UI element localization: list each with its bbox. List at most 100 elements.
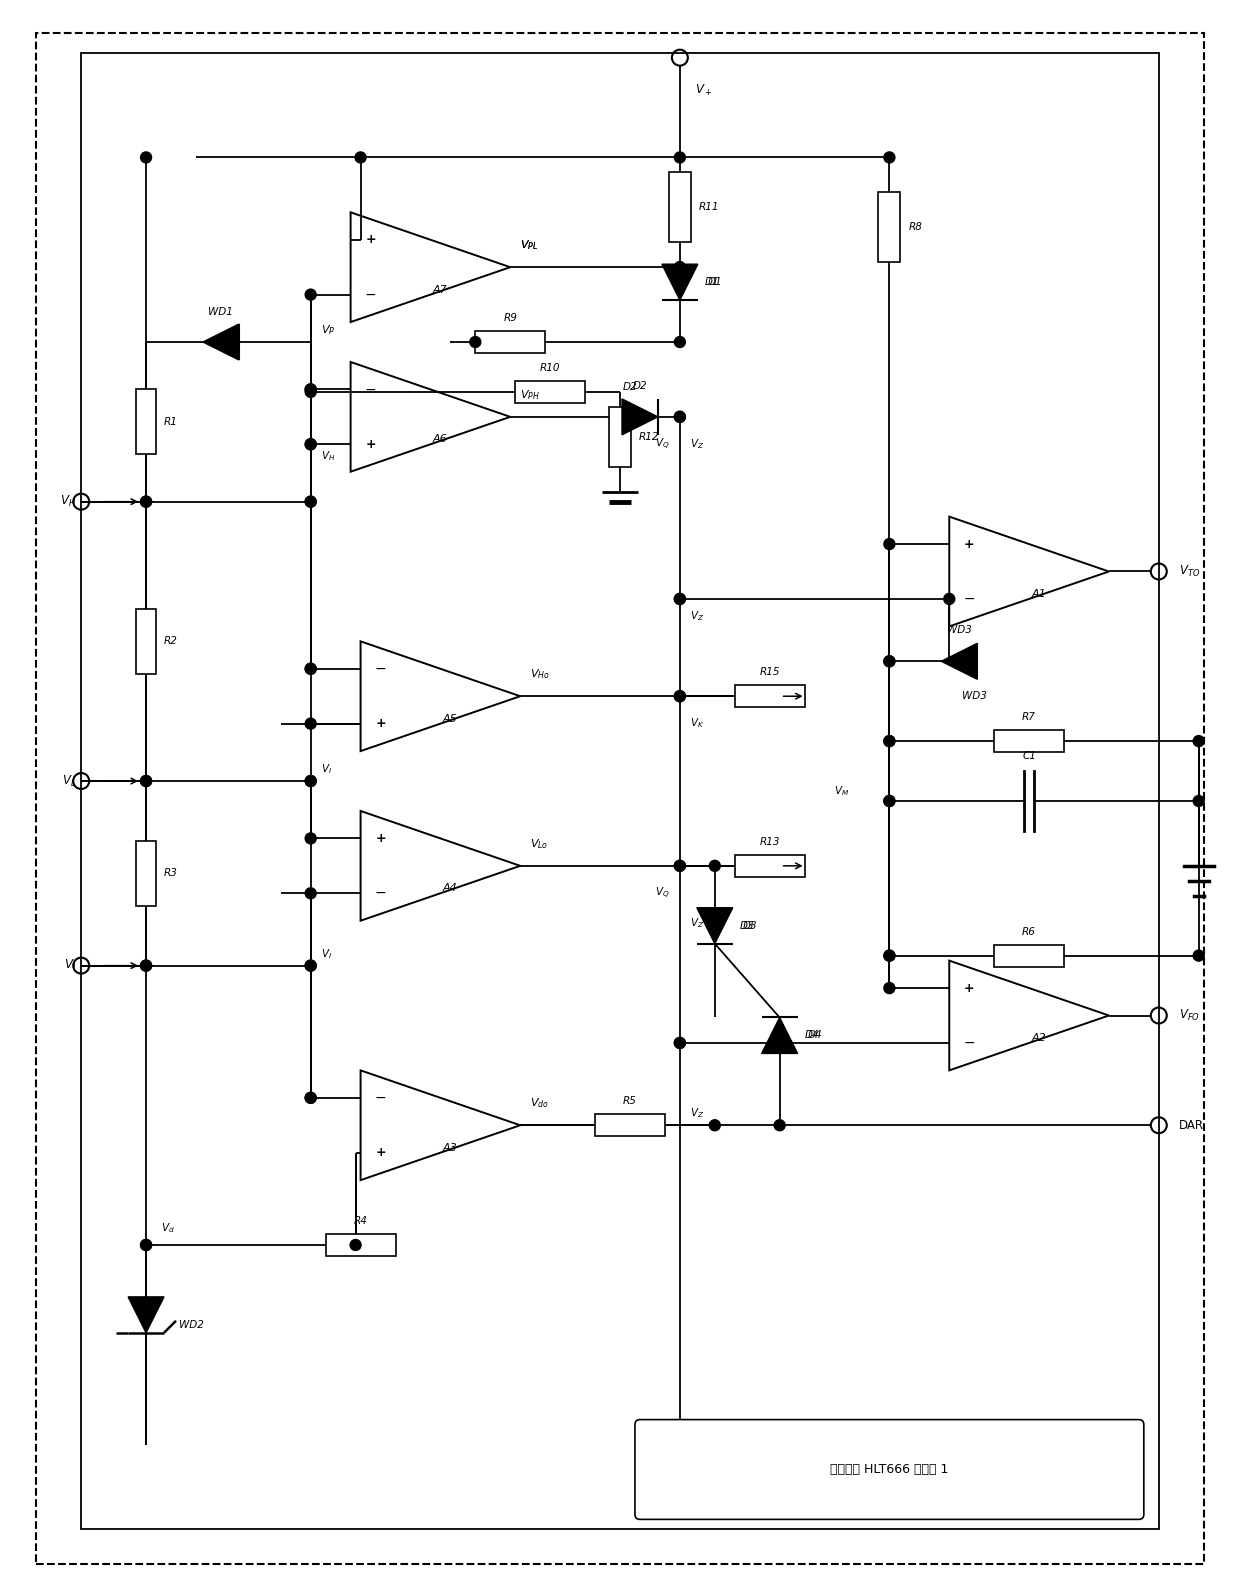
Bar (609, 408, 631, 466)
Text: $V_+$: $V_+$ (694, 82, 713, 98)
Circle shape (305, 496, 316, 508)
Circle shape (305, 1093, 316, 1104)
Text: $V_I$: $V_I$ (64, 958, 76, 974)
Circle shape (1193, 796, 1204, 806)
Text: $V_{Lo}$: $V_{Lo}$ (531, 837, 548, 850)
Text: A6: A6 (433, 435, 448, 444)
Text: $V_Z$: $V_Z$ (689, 436, 704, 450)
Text: R2: R2 (164, 636, 177, 647)
Text: $V_K$: $V_K$ (689, 717, 704, 730)
Text: WD3: WD3 (962, 691, 987, 701)
Text: $V_{PH}$: $V_{PH}$ (521, 389, 541, 401)
Circle shape (884, 950, 895, 961)
Text: +: + (963, 982, 975, 994)
Circle shape (675, 1037, 686, 1048)
Polygon shape (622, 400, 658, 435)
Circle shape (470, 336, 481, 347)
Text: D3: D3 (743, 921, 758, 931)
Text: $V_P$: $V_P$ (321, 324, 335, 336)
Circle shape (675, 152, 686, 163)
Circle shape (774, 1120, 785, 1131)
Text: −: − (963, 1036, 975, 1050)
Text: +: + (366, 438, 376, 450)
Circle shape (884, 655, 895, 666)
Circle shape (140, 496, 151, 508)
Circle shape (675, 593, 686, 604)
Text: $V_{TO}$: $V_{TO}$ (1179, 565, 1200, 579)
Text: −: − (374, 887, 387, 901)
Circle shape (305, 384, 316, 395)
Circle shape (305, 776, 316, 787)
Circle shape (675, 262, 686, 273)
Circle shape (305, 439, 316, 450)
Text: R15: R15 (759, 668, 780, 677)
Text: −: − (365, 287, 377, 301)
Circle shape (140, 960, 151, 971)
Text: D2: D2 (622, 382, 637, 392)
Polygon shape (761, 1018, 797, 1053)
Text: $V_-$: $V_-$ (647, 1421, 665, 1435)
Circle shape (884, 950, 895, 961)
Circle shape (675, 860, 686, 871)
Text: $V_M$: $V_M$ (835, 783, 849, 798)
Circle shape (305, 387, 316, 398)
Text: $V_Q$: $V_Q$ (656, 436, 670, 452)
Circle shape (140, 1240, 151, 1250)
Text: R4: R4 (353, 1216, 367, 1226)
Text: $V_H$: $V_H$ (61, 495, 76, 509)
Text: DAR: DAR (1179, 1118, 1204, 1132)
Text: C1: C1 (1022, 752, 1035, 761)
Text: $V_{FO}$: $V_{FO}$ (1179, 1009, 1199, 1023)
Text: −: − (365, 382, 377, 396)
Text: −: − (374, 661, 387, 676)
Text: 安控电路 HLT666 实施例 1: 安控电路 HLT666 实施例 1 (831, 1462, 949, 1477)
Polygon shape (941, 644, 977, 679)
Text: +: + (376, 1147, 386, 1159)
Text: A3: A3 (443, 1142, 458, 1153)
Circle shape (305, 384, 316, 395)
Text: D3: D3 (740, 921, 754, 931)
Text: R9: R9 (503, 312, 517, 324)
Bar (735, 855, 805, 877)
Text: D4: D4 (805, 1031, 820, 1040)
Circle shape (884, 796, 895, 806)
Circle shape (675, 1439, 686, 1450)
Bar (668, 173, 691, 243)
Circle shape (884, 736, 895, 747)
Circle shape (884, 655, 895, 666)
Circle shape (350, 1240, 361, 1250)
Text: WD2: WD2 (179, 1320, 203, 1329)
Text: D1: D1 (708, 278, 723, 287)
Text: $V_{Ho}$: $V_{Ho}$ (531, 668, 551, 682)
Text: R12: R12 (639, 431, 660, 442)
Text: D4: D4 (807, 1031, 822, 1040)
Bar (735, 685, 805, 707)
Text: $V_Q$: $V_Q$ (656, 887, 670, 901)
Bar (136, 390, 156, 454)
Bar (994, 730, 1064, 752)
Bar (326, 1234, 396, 1256)
Bar (878, 192, 900, 262)
Circle shape (884, 539, 895, 549)
Circle shape (140, 776, 151, 787)
Circle shape (355, 152, 366, 163)
Circle shape (305, 960, 316, 971)
Text: +: + (963, 538, 975, 550)
Text: D2: D2 (632, 381, 647, 390)
Circle shape (1193, 950, 1204, 961)
Text: R7: R7 (1022, 712, 1035, 722)
Text: R6: R6 (1022, 926, 1035, 937)
Text: $V_L$: $V_L$ (62, 774, 76, 788)
Circle shape (884, 736, 895, 747)
Circle shape (709, 860, 720, 871)
Text: D1: D1 (704, 278, 719, 287)
Circle shape (675, 691, 686, 701)
Text: GND: GND (666, 1510, 693, 1523)
Circle shape (884, 796, 895, 806)
Text: R13: R13 (759, 837, 780, 847)
Circle shape (884, 152, 895, 163)
Text: WD3: WD3 (947, 625, 972, 636)
Text: R5: R5 (622, 1096, 637, 1107)
Bar (516, 381, 585, 403)
Circle shape (305, 663, 316, 674)
